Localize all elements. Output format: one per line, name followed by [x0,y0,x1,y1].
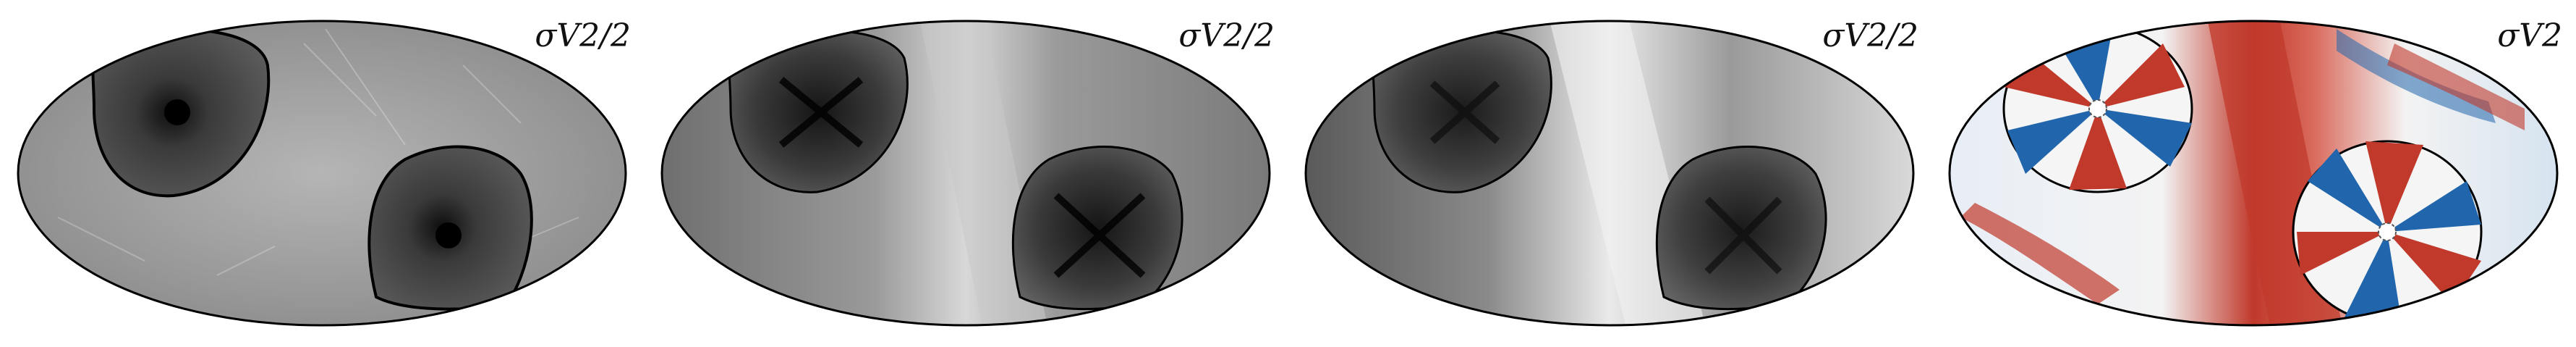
mollweide-map-2 [660,20,1271,327]
sky-map-panel-3: σV2/2 [1288,0,1931,347]
sky-map-panel-4: σV2 [1931,0,2575,347]
mollweide-map-1 [17,20,627,327]
lobe-upper-left [2002,24,2193,193]
mollweide-map-4 [1948,20,2559,327]
mollweide-map-3 [1304,20,1915,327]
sky-map-panel-2: σV2/2 [644,0,1288,347]
panel-3-label: σV2/2 [1822,17,1918,54]
panel-2-label: σV2/2 [1178,17,1275,54]
lobe-lower-right [1655,146,1827,311]
lobe-lower-right [2292,140,2483,324]
sky-map-panel-1: σV2/2 [0,0,644,347]
lobe-lower-right [1011,146,1183,311]
panel-4-label: σV2 [2497,17,2562,54]
panel-1-label: σV2/2 [535,17,631,54]
